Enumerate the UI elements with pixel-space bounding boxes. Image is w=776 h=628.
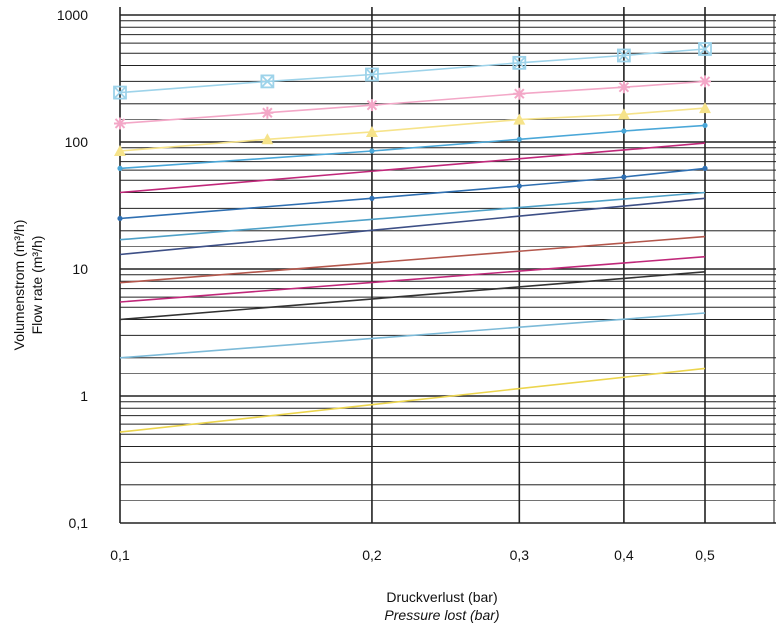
- series-line: [120, 143, 705, 192]
- series-marker: [517, 183, 522, 188]
- series-marker: [621, 174, 626, 179]
- y-tick-label: 0,1: [69, 515, 89, 531]
- series-marker: [261, 107, 273, 119]
- series-line: [120, 237, 705, 283]
- series-marker: [117, 166, 122, 171]
- y-axis-title: Volumenstrom (m³/h): [11, 220, 27, 351]
- series-marker: [513, 88, 525, 100]
- series-line: [120, 108, 705, 151]
- series-line: [120, 193, 705, 240]
- y-tick-label: 1000: [57, 7, 88, 23]
- series-marker: [517, 137, 522, 142]
- series-marker: [618, 81, 630, 93]
- series-line: [120, 168, 705, 218]
- x-tick-label: 0,3: [510, 547, 530, 563]
- series-marker: [702, 166, 707, 171]
- series-marker: [699, 75, 711, 87]
- x-axis-title-secondary: Pressure lost (bar): [384, 607, 499, 623]
- y-tick-label: 10: [72, 261, 88, 277]
- series-line: [120, 81, 705, 123]
- series-marker: [369, 148, 374, 153]
- x-tick-label: 0,5: [695, 547, 715, 563]
- series-marker: [114, 117, 126, 129]
- series-line: [120, 198, 705, 254]
- x-tick-label: 0,4: [614, 547, 634, 563]
- series-marker: [369, 196, 374, 201]
- x-tick-label: 0,1: [110, 547, 130, 563]
- x-tick-label: 0,2: [362, 547, 382, 563]
- series-marker: [702, 123, 707, 128]
- x-axis-title: Druckverlust (bar): [386, 589, 497, 605]
- series-line: [120, 368, 705, 432]
- series-marker: [366, 99, 378, 111]
- y-tick-label: 1: [80, 388, 88, 404]
- series-marker: [117, 216, 122, 221]
- y-axis-title-secondary: Flow rate (m³/h): [29, 236, 45, 335]
- y-tick-label: 100: [65, 134, 89, 150]
- series-marker: [621, 128, 626, 133]
